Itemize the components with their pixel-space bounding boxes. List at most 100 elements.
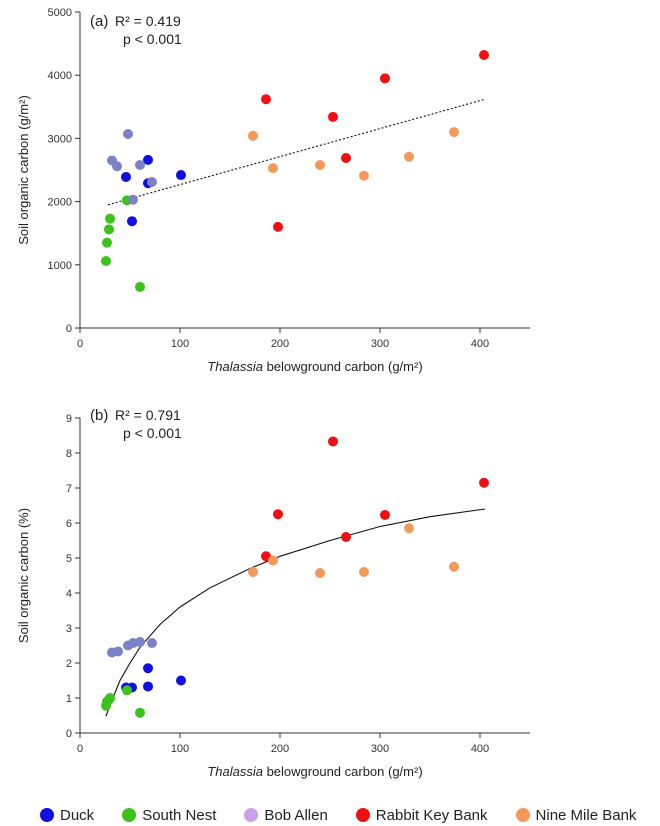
- panel-a-point-bob-allen: [123, 128, 133, 139]
- figure: (a) R² = 0.419 p < 0.001 010002000300040…: [16, 7, 530, 779]
- panel-b-point-south-nest: [135, 707, 145, 718]
- panel-b-y-tick-label: 9: [66, 413, 72, 425]
- panel-b-x-axis-label: Thalassia belowground carbon (g/m²): [207, 764, 422, 779]
- legend-item-bob-allen: Bob Allen: [244, 806, 328, 824]
- panel-a-x-tick-label: 200: [271, 338, 289, 350]
- panel-b-y-tick-label: 7: [66, 483, 72, 495]
- panel-b-point-south-nest: [105, 693, 115, 703]
- panel-a-point-bob-allen: [135, 159, 145, 170]
- legend-item-duck: Duck: [40, 807, 94, 824]
- panel-a-r2: R² = 0.419: [115, 13, 181, 29]
- panel-b-y-tick-label: 1: [66, 693, 72, 705]
- panel-a-point-duck: [143, 154, 153, 165]
- legend-marker-rabbit-key-bank: [355, 808, 370, 822]
- panel-b-y-tick-label: 2: [66, 658, 72, 670]
- panel-b-point-rabbit-key-bank: [341, 532, 351, 542]
- panel-a-point-rabbit-key-bank: [273, 221, 283, 232]
- panel-a-label: (a): [90, 13, 108, 30]
- panel-a-y-tick-label: 3000: [48, 133, 72, 145]
- panel-b-y-tick-label: 0: [66, 728, 72, 740]
- legend-item-rabbit-key-bank: Rabbit Key Bank: [355, 806, 488, 824]
- panel-b-point-bob-allen: [113, 646, 123, 657]
- panel-a-y-tick-label: 0: [66, 323, 72, 335]
- panel-b-y-tick-label: 5: [66, 553, 72, 565]
- panel-a-x-axis-label: Thalassia belowground carbon (g/m²): [207, 359, 422, 374]
- panel-a-scatter: (a) R² = 0.419 p < 0.001 0 1000 2000 3000 40…: [16, 7, 530, 374]
- panel-b-label: (b): [90, 407, 108, 424]
- panel-a-point-bob-allen: [128, 194, 138, 205]
- legend-label-bob-allen: Bob Allen: [264, 806, 328, 824]
- panel-a-point-south-nest: [135, 281, 145, 292]
- panel-b-point-bob-allen: [135, 637, 145, 647]
- panel-a-y-tick-label: 1000: [48, 260, 72, 272]
- panel-a-point-duck: [176, 170, 186, 181]
- panel-b-r2: R² = 0.791: [115, 407, 181, 423]
- panel-a-point-south-nest: [104, 224, 114, 235]
- panel-b-y-axis-label: Soil organic carbon (%): [16, 508, 31, 643]
- panel-a-point-rabbit-key-bank: [380, 73, 390, 84]
- legend-marker-duck: [40, 808, 54, 822]
- panel-a-point-bob-allen: [147, 177, 157, 188]
- panel-b-scatter: (b) R² = 0.791 p < 0.001 0 1 2 3 4 5 6 7 8 9 0 100 2…: [16, 407, 530, 779]
- panel-a-point-nine-mile-bank: [404, 151, 414, 162]
- panel-b-point-duck: [143, 663, 153, 674]
- panel-b-x-tick-label: 100: [171, 743, 189, 755]
- panel-a-x-tick-label: 300: [371, 338, 389, 350]
- panel-a-point-nine-mile-bank: [248, 130, 258, 141]
- panel-b-point-duck: [176, 675, 186, 686]
- panel-a-point-rabbit-key-bank: [479, 49, 489, 60]
- panel-a-point-south-nest: [102, 237, 112, 248]
- legend-label-south-nest: South Nest: [142, 806, 217, 824]
- panel-b-point-rabbit-key-bank: [380, 509, 390, 520]
- panel-a-y-tick-label: 5000: [48, 7, 72, 19]
- panel-b-y-tick-label: 8: [66, 448, 72, 460]
- panel-a-x-tick-label: 100: [171, 338, 189, 350]
- panel-b-point-rabbit-key-bank: [479, 477, 489, 488]
- panel-b-point-rabbit-key-bank: [273, 509, 283, 520]
- legend-marker-nine-mile-bank: [515, 808, 530, 822]
- legend: Duck South Nest Bob Allen Rabbit Key Bank Ni…: [40, 804, 660, 826]
- panel-a-x-tick-label: 400: [471, 338, 489, 350]
- legend-item-south-nest: South Nest: [122, 807, 216, 824]
- panel-a-point-nine-mile-bank: [315, 159, 325, 170]
- panel-b-point-nine-mile-bank: [268, 555, 278, 566]
- panel-b-trend-line: [105, 508, 486, 717]
- panel-a-point-nine-mile-bank: [268, 163, 278, 174]
- panel-a-point-rabbit-key-bank: [341, 152, 351, 163]
- panel-b-point-nine-mile-bank: [248, 567, 258, 577]
- legend-marker-bob-allen: [244, 808, 259, 822]
- panel-b-x-tick-label: 400: [471, 743, 489, 755]
- panel-a-y-tick-label: 4000: [48, 70, 72, 82]
- panel-b-p: p < 0.001: [123, 425, 182, 441]
- panel-a-trend-line: [107, 98, 486, 206]
- panel-a-point-rabbit-key-bank: [328, 111, 338, 122]
- panel-b-point-bob-allen: [147, 638, 157, 649]
- panel-b-x-tick-label: 0: [77, 743, 83, 755]
- panel-b-y-tick-label: 3: [66, 623, 72, 635]
- panel-a-point-rabbit-key-bank: [261, 94, 271, 105]
- panel-b-x-tick-label: 200: [271, 743, 289, 755]
- panel-b-point-rabbit-key-bank: [328, 436, 338, 447]
- panel-b-point-nine-mile-bank: [359, 567, 369, 577]
- legend-label-duck: Duck: [60, 806, 95, 824]
- panel-a-point-duck: [127, 216, 137, 227]
- panel-b-point-nine-mile-bank: [449, 561, 459, 572]
- panel-a-p: p < 0.001: [123, 31, 182, 47]
- panel-b-point-south-nest: [122, 685, 132, 696]
- legend-label-nine-mile-bank: Nine Mile Bank: [535, 806, 637, 824]
- panel-b-y-tick-label: 6: [66, 518, 72, 530]
- panel-a-point-bob-allen: [112, 161, 122, 172]
- panel-b-y-tick-label: 4: [66, 588, 72, 600]
- panel-a-point-south-nest: [101, 256, 111, 267]
- panel-a-y-axis-label: Soil organic carbon (g/m²): [16, 95, 31, 245]
- panel-b-point-nine-mile-bank: [315, 568, 325, 579]
- panel-b-point-duck: [143, 681, 153, 692]
- panel-a-point-duck: [121, 171, 131, 182]
- legend-marker-south-nest: [122, 808, 137, 822]
- legend-item-nine-mile-bank: Nine Mile Bank: [515, 806, 637, 824]
- panel-b-point-nine-mile-bank: [404, 523, 414, 534]
- panel-a-point-nine-mile-bank: [449, 127, 459, 138]
- panel-a-y-tick-label: 2000: [48, 197, 72, 209]
- panel-b-x-tick-label: 300: [371, 743, 389, 755]
- legend-label-rabbit-key-bank: Rabbit Key Bank: [375, 806, 488, 824]
